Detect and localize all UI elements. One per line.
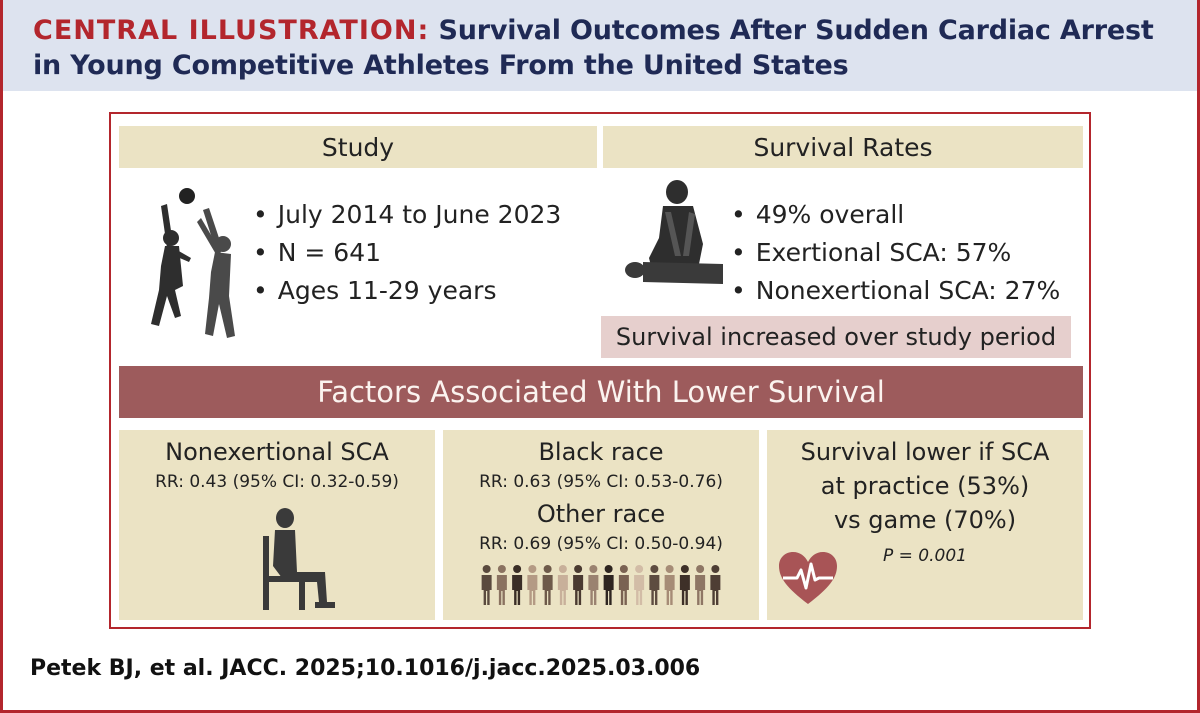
nonexertional-rr: RR: 0.43 (95% CI: 0.32-0.59) xyxy=(155,472,399,492)
other-race-title: Other race xyxy=(536,500,666,528)
venue-box: Survival lower if SCA at practice (53%) … xyxy=(767,430,1083,620)
cpr-icon xyxy=(625,180,723,284)
black-race-title: Black race xyxy=(538,438,664,466)
study-heading: Study xyxy=(119,126,597,168)
nonexertional-title: Nonexertional SCA xyxy=(165,438,389,466)
person-figure xyxy=(573,565,584,605)
person-figure xyxy=(557,565,568,605)
study-bullet: July 2014 to June 2023 xyxy=(253,196,562,234)
survival-note: Survival increased over study period xyxy=(601,316,1071,358)
venue-line2: at practice (53%) xyxy=(820,472,1030,500)
person-figure xyxy=(634,565,645,605)
p-value: P = 0.001 xyxy=(883,546,967,566)
person-figure xyxy=(679,565,690,605)
study-bullet: Ages 11-29 years xyxy=(253,272,561,310)
person-figure xyxy=(664,565,675,605)
diverse-people-icon xyxy=(481,565,721,605)
survival-bullet: Exertional SCA: 57% xyxy=(731,234,1060,272)
header-title-text: Survival Outcomes After Sudden Cardiac A… xyxy=(438,15,1154,46)
venue-line1: Survival lower if SCA xyxy=(800,438,1050,466)
person-figure xyxy=(527,565,538,605)
person-figure xyxy=(481,565,492,605)
person-figure xyxy=(542,565,553,605)
citation: Petek BJ, et al. JACC. 2025;10.1016/j.ja… xyxy=(30,656,701,681)
survival-bullets: 49% overall Exertional SCA: 57% Nonexert… xyxy=(731,196,1061,310)
person-figure xyxy=(618,565,629,605)
basketball-players-icon xyxy=(151,188,235,338)
venue-line3: vs game (70%) xyxy=(833,506,1017,534)
study-bullets: July 2014 to June 2023 N = 641 Ages 11-2… xyxy=(253,196,562,310)
person-figure xyxy=(695,565,706,605)
survival-heading: Survival Rates xyxy=(603,126,1083,168)
person-figure xyxy=(710,565,721,605)
black-race-rr: RR: 0.63 (95% CI: 0.53-0.76) xyxy=(479,472,723,492)
person-figure xyxy=(649,565,660,605)
race-box: Black race RR: 0.63 (95% CI: 0.53-0.76) … xyxy=(443,430,759,620)
nonexertional-box: Nonexertional SCA RR: 0.43 (95% CI: 0.32… xyxy=(119,430,435,620)
header: CENTRAL ILLUSTRATION: Survival Outcomes … xyxy=(3,0,1197,91)
heart-ecg-icon xyxy=(779,552,837,604)
person-figure xyxy=(512,565,523,605)
person-figure xyxy=(588,565,599,605)
survival-bullet: 49% overall xyxy=(731,196,1060,234)
header-title-line2: in Young Competitive Athletes From the U… xyxy=(33,50,849,81)
header-title-line1: CENTRAL ILLUSTRATION: Survival Outcomes … xyxy=(33,15,1154,46)
seated-person-icon xyxy=(263,508,335,610)
other-race-rr: RR: 0.69 (95% CI: 0.50-0.94) xyxy=(479,534,723,554)
central-illustration-label: CENTRAL ILLUSTRATION: xyxy=(33,15,430,46)
main-panel: Study July 2014 to June 2023 N = 641 Age… xyxy=(109,112,1091,629)
person-figure xyxy=(603,565,614,605)
study-bullet: N = 641 xyxy=(253,234,561,272)
factors-heading: Factors Associated With Lower Survival xyxy=(119,366,1083,418)
person-figure xyxy=(496,565,507,605)
survival-bullet: Nonexertional SCA: 27% xyxy=(731,272,1061,310)
